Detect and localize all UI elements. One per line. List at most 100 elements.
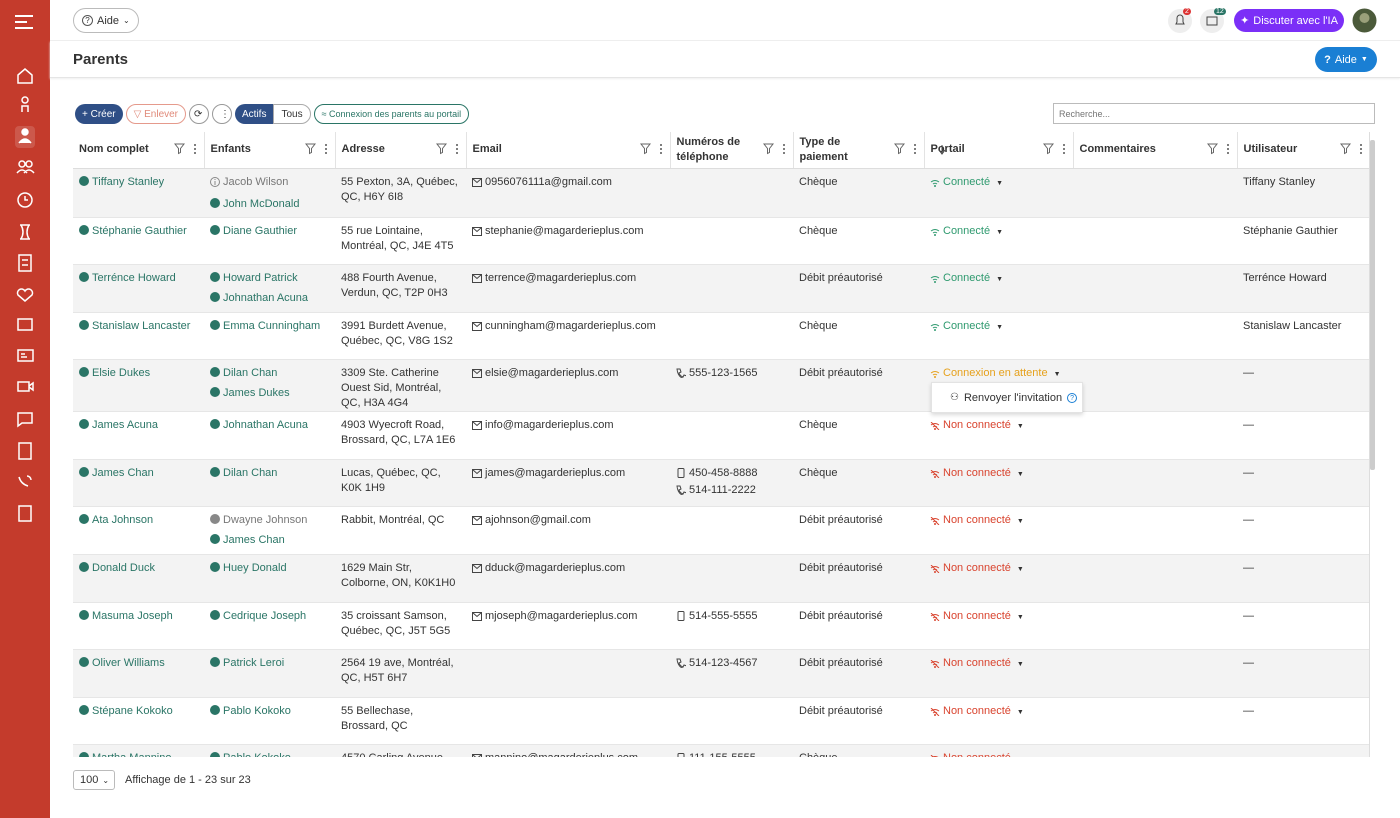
portal-status[interactable]: Non connecté ▼ <box>930 752 1024 757</box>
column-header[interactable]: Enfants <box>204 132 336 169</box>
column-tools[interactable] <box>762 143 789 160</box>
column-header[interactable]: Type de paiement <box>793 132 925 169</box>
table-row[interactable]: James Chan Dilan Chan Lucas, Québec, QC, K… <box>73 459 1369 508</box>
column-tools[interactable] <box>435 143 462 160</box>
parent-name[interactable]: Tiffany Stanley <box>92 175 165 188</box>
column-header[interactable]: Adresse <box>335 132 467 169</box>
all-toggle[interactable]: Tous <box>273 104 311 124</box>
email-cell: stephanie@magarderieplus.com <box>466 217 670 266</box>
parent-name[interactable]: James Chan <box>92 466 154 479</box>
child-name[interactable]: Howard Patrick <box>223 272 298 285</box>
portal-status[interactable]: Connexion en attente ▼ <box>930 367 1061 379</box>
child-name[interactable]: Jacob Wilson <box>223 175 289 188</box>
child-name[interactable]: Dilan Chan <box>223 466 278 479</box>
child-name[interactable]: James Chan <box>223 534 285 547</box>
notifications[interactable] <box>1167 8 1193 34</box>
portal-status[interactable]: Non connecté ▼ <box>930 610 1024 622</box>
column-tools[interactable] <box>1339 143 1366 160</box>
parent-name[interactable]: Martha Mannino <box>92 752 172 757</box>
table-row[interactable]: Ata Johnson Dwayne Johnson James Chan Rabbi… <box>73 506 1369 556</box>
child-name[interactable]: Pablo Kokoko <box>223 704 291 717</box>
child-name[interactable]: Pablo Kokoko <box>223 752 291 757</box>
create-button[interactable]: + Créer <box>75 104 123 124</box>
status-dot <box>79 752 89 757</box>
table-row[interactable]: Elsie Dukes Dilan Chan James Dukes 3309 Ste… <box>73 359 1369 413</box>
portal-button[interactable]: ≈ Connexion des parents au portail <box>313 104 470 124</box>
table-row[interactable]: Stanislaw Lancaster Emma Cunningham 3991 B… <box>73 312 1369 361</box>
child-name[interactable]: Diane Gauthier <box>223 224 297 237</box>
parent-name[interactable]: Donald Duck <box>92 562 155 575</box>
column-tools[interactable] <box>173 143 200 160</box>
portal-status[interactable]: Connecté ▼ <box>930 320 1003 332</box>
portal-status[interactable]: Connecté ▼ <box>930 176 1003 188</box>
portal-status[interactable]: Non connecté ▼ <box>930 419 1024 431</box>
portal-status[interactable]: Connecté ▼ <box>930 225 1003 237</box>
column-header[interactable]: Nom complet <box>73 132 205 169</box>
parent-name[interactable]: Terrénce Howard <box>92 272 176 285</box>
column-header[interactable]: Email <box>466 132 671 169</box>
table-row[interactable]: Oliver Williams Patrick Leroi 2564 19 ave,… <box>73 649 1369 698</box>
portal-status[interactable]: Non connecté ▼ <box>930 657 1024 669</box>
column-tools[interactable] <box>1206 143 1233 160</box>
column-tools[interactable] <box>639 143 666 160</box>
calendar[interactable] <box>1199 8 1225 34</box>
column-tools[interactable] <box>938 143 1069 160</box>
child-name[interactable]: Huey Donald <box>223 562 287 575</box>
portal-status[interactable]: Non connecté ▼ <box>930 514 1024 526</box>
search-input[interactable] <box>1053 103 1375 124</box>
refresh-button[interactable]: ⟳ <box>189 104 210 124</box>
address-cell: 2564 19 ave, Montréal, QC, H5T 6H7 <box>335 649 466 698</box>
column-header[interactable]: Utilisateur <box>1237 132 1369 169</box>
parent-name[interactable]: Ata Johnson <box>92 514 154 527</box>
menu-icon[interactable] <box>15 15 35 29</box>
table-row[interactable]: Stépane Kokoko Pablo Kokoko 55 Bellechase,… <box>73 697 1369 746</box>
column-header[interactable]: Portail <box>924 132 1074 169</box>
parent-name[interactable]: Oliver Williams <box>92 657 165 670</box>
active-toggle[interactable]: Actifs <box>235 104 274 124</box>
child-name[interactable]: Dwayne Johnson <box>223 514 308 527</box>
scrollbar[interactable] <box>1370 140 1375 470</box>
column-tools[interactable] <box>304 143 331 160</box>
parent-name[interactable]: Elsie Dukes <box>92 367 151 380</box>
portal-status[interactable]: Connecté ▼ <box>930 272 1003 284</box>
child-name[interactable]: Emma Cunningham <box>223 319 321 332</box>
table-row[interactable]: Masuma Joseph Cedrique Joseph 35 croissant… <box>73 602 1369 651</box>
table-row[interactable]: Stéphanie Gauthier Diane Gauthier 55 rue L… <box>73 217 1369 266</box>
column-header[interactable]: Numéros de téléphone <box>670 132 794 169</box>
column-tools[interactable] <box>893 143 920 160</box>
nav-icons[interactable] <box>15 66 35 526</box>
resend-invitation[interactable]: Renvoyer l'invitation <box>963 391 1063 404</box>
child-name[interactable]: Cedrique Joseph <box>223 609 307 622</box>
sidebar <box>0 0 50 818</box>
parent-name[interactable]: Masuma Joseph <box>92 609 173 622</box>
table-row[interactable]: Donald Duck Huey Donald 1629 Main Str, Col… <box>73 554 1369 603</box>
table-row[interactable]: Martha Mannino Pablo Kokoko 4570 Carling A… <box>73 744 1369 757</box>
comments-cell <box>1073 217 1237 266</box>
portal-status[interactable]: Non connecté ▼ <box>930 467 1024 479</box>
column-header[interactable]: Commentaires <box>1073 132 1238 169</box>
ai-button[interactable]: ✦ Discuter avec l'IA <box>1234 9 1344 32</box>
table-row[interactable]: James Acuna Johnathan Acuna 4903 Wyecroft … <box>73 411 1369 460</box>
child-status <box>210 657 220 668</box>
portal-status[interactable]: Non connecté ▼ <box>930 705 1024 717</box>
email-cell: terrence@magarderieplus.com <box>466 264 670 313</box>
table-row[interactable]: Tiffany Stanley Jacob Wilson John McDonald… <box>73 168 1369 218</box>
child-name[interactable]: Dilan Chan <box>223 367 278 380</box>
avatar[interactable] <box>1352 8 1377 33</box>
remove-button[interactable]: ▽ Enlever <box>125 104 187 124</box>
child-name[interactable]: Patrick Leroi <box>223 657 285 670</box>
help-dropdown[interactable]: ? Aide ⌄ <box>73 8 139 33</box>
child-name[interactable]: James Dukes <box>223 387 290 400</box>
page-size-select[interactable]: 100 ⌄ <box>73 770 115 790</box>
table-row[interactable]: Terrénce Howard Howard Patrick Johnathan A… <box>73 264 1369 313</box>
child-name[interactable]: Johnathan Acuna <box>223 292 309 305</box>
parent-name[interactable]: Stépane Kokoko <box>92 704 173 717</box>
more-button[interactable]: ⋮ <box>212 104 233 124</box>
portal-status[interactable]: Non connecté ▼ <box>930 562 1024 574</box>
parent-name[interactable]: Stanislaw Lancaster <box>92 319 191 332</box>
help-button[interactable]: ? Aide ▼ <box>1315 47 1377 72</box>
parent-name[interactable]: James Acuna <box>92 419 159 432</box>
child-name[interactable]: Johnathan Acuna <box>223 419 309 432</box>
child-name[interactable]: John McDonald <box>223 197 300 210</box>
parent-name[interactable]: Stéphanie Gauthier <box>92 224 187 237</box>
